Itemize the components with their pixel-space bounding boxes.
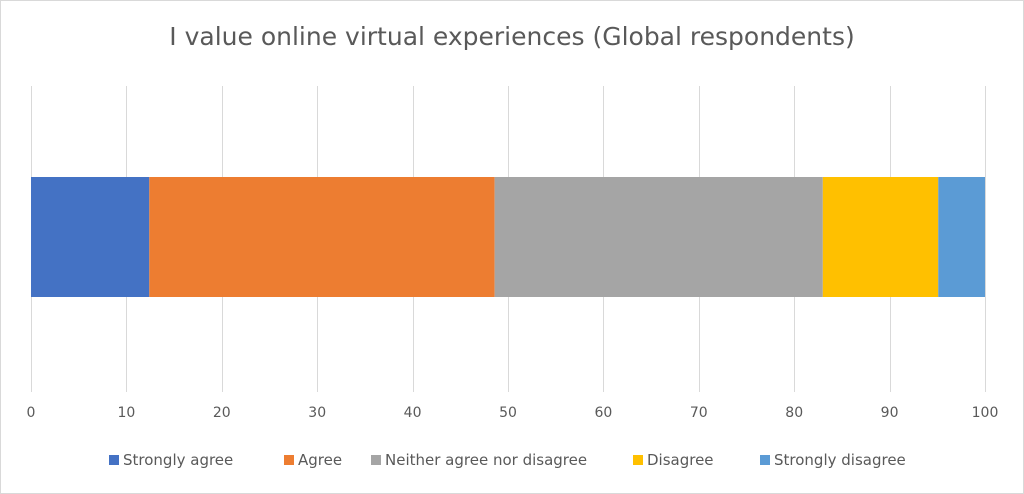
- legend-swatch: [760, 455, 770, 465]
- legend-swatch: [633, 455, 643, 465]
- legend-label: Agree: [298, 451, 342, 469]
- legend-swatch: [284, 455, 294, 465]
- x-tick-label: 70: [690, 405, 708, 421]
- legend-swatch: [109, 455, 119, 465]
- bar-segment-disagree: [822, 177, 939, 297]
- x-tick-label: 60: [594, 405, 612, 421]
- bar-segment-agree: [149, 177, 495, 297]
- x-tick-label: 90: [881, 405, 899, 421]
- legend-swatch: [371, 455, 381, 465]
- x-tick-label: 30: [308, 405, 326, 421]
- x-tick-label: 10: [117, 405, 135, 421]
- x-tick-label: 80: [785, 405, 803, 421]
- legend-label: Disagree: [647, 451, 714, 469]
- x-tick-label: 20: [213, 405, 231, 421]
- chart-title: I value online virtual experiences (Glob…: [169, 22, 855, 51]
- bar-segment-strongly-agree: [31, 177, 150, 297]
- bar-segment-strongly-disagree: [938, 177, 985, 297]
- legend-label: Neither agree nor disagree: [385, 451, 587, 469]
- x-tick-label: 40: [404, 405, 422, 421]
- x-tick-label: 0: [27, 405, 36, 421]
- x-tick-label: 100: [972, 405, 999, 421]
- x-tick-label: 50: [499, 405, 517, 421]
- bar-segment-neither-agree-nor-disagree: [494, 177, 823, 297]
- legend-label: Strongly disagree: [774, 451, 906, 469]
- legend-label: Strongly agree: [123, 451, 233, 469]
